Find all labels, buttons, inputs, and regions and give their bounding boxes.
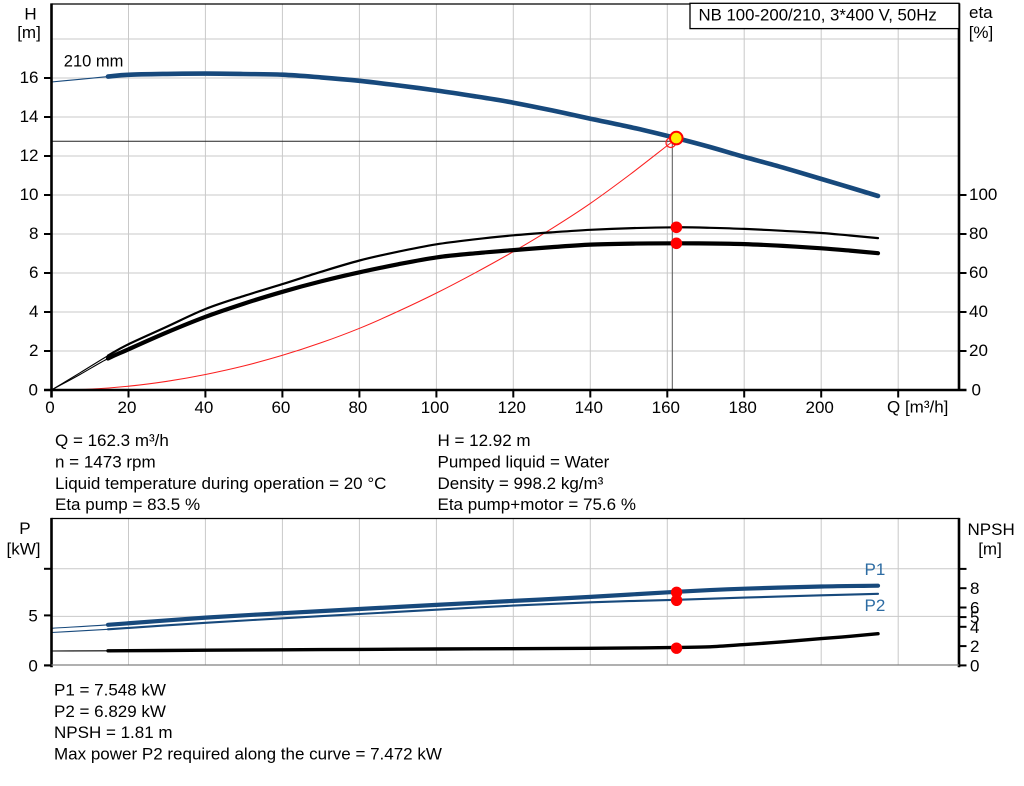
- svg-text:200: 200: [806, 398, 834, 417]
- svg-text:eta: eta: [969, 3, 993, 22]
- svg-text:60: 60: [969, 263, 988, 282]
- svg-text:10: 10: [20, 185, 39, 204]
- svg-text:n = 1473 rpm: n = 1473 rpm: [55, 452, 156, 471]
- svg-text:80: 80: [348, 398, 367, 417]
- svg-text:0: 0: [28, 656, 37, 675]
- svg-text:160: 160: [652, 398, 680, 417]
- svg-text:Q [m³/h]: Q [m³/h]: [887, 398, 948, 417]
- svg-text:P1: P1: [865, 560, 886, 579]
- svg-text:Density = 998.2 kg/m³: Density = 998.2 kg/m³: [438, 474, 604, 493]
- svg-text:P1 = 7.548 kW: P1 = 7.548 kW: [54, 680, 166, 699]
- svg-text:[m]: [m]: [17, 23, 41, 42]
- svg-text:4: 4: [970, 618, 979, 637]
- svg-text:P2: P2: [865, 596, 886, 615]
- svg-text:120: 120: [498, 398, 526, 417]
- svg-text:Liquid temperature during oper: Liquid temperature during operation = 20…: [55, 474, 386, 493]
- svg-text:5: 5: [970, 608, 979, 627]
- svg-text:16: 16: [20, 68, 39, 87]
- svg-text:2: 2: [29, 341, 38, 360]
- svg-text:20: 20: [118, 398, 137, 417]
- svg-text:0: 0: [972, 380, 981, 399]
- svg-text:8: 8: [970, 579, 979, 598]
- svg-text:6: 6: [29, 263, 38, 282]
- svg-text:40: 40: [969, 302, 988, 321]
- svg-text:Eta pump = 83.5 %: Eta pump = 83.5 %: [55, 495, 200, 514]
- svg-text:Max power P2 required along th: Max power P2 required along the curve = …: [54, 745, 442, 764]
- svg-text:NPSH = 1.81 m: NPSH = 1.81 m: [54, 723, 173, 742]
- svg-text:40: 40: [194, 398, 213, 417]
- svg-text:20: 20: [969, 341, 988, 360]
- svg-text:100: 100: [969, 185, 997, 204]
- svg-text:Q = 162.3 m³/h: Q = 162.3 m³/h: [55, 431, 169, 450]
- svg-text:140: 140: [575, 398, 603, 417]
- svg-text:NB 100-200/210, 3*400 V, 50Hz: NB 100-200/210, 3*400 V, 50Hz: [699, 5, 937, 24]
- svg-text:12: 12: [20, 146, 39, 165]
- svg-text:100: 100: [421, 398, 449, 417]
- svg-text:8: 8: [29, 224, 38, 243]
- svg-text:0: 0: [45, 398, 54, 417]
- svg-text:H = 12.92 m: H = 12.92 m: [438, 431, 531, 450]
- svg-text:Pumped liquid = Water: Pumped liquid = Water: [438, 452, 610, 471]
- svg-text:210 mm: 210 mm: [64, 53, 124, 71]
- svg-text:[kW]: [kW]: [7, 539, 41, 558]
- svg-text:5: 5: [28, 606, 37, 625]
- svg-text:0: 0: [970, 656, 979, 675]
- svg-text:60: 60: [271, 398, 290, 417]
- svg-text:P2 = 6.829 kW: P2 = 6.829 kW: [54, 702, 166, 721]
- svg-text:NPSH: NPSH: [968, 520, 1015, 539]
- svg-text:180: 180: [729, 398, 757, 417]
- svg-text:[m]: [m]: [978, 539, 1002, 558]
- svg-text:H: H: [24, 4, 36, 23]
- svg-text:P: P: [19, 519, 30, 538]
- svg-text:4: 4: [29, 302, 38, 321]
- svg-text:Eta pump+motor = 75.6 %: Eta pump+motor = 75.6 %: [438, 495, 636, 514]
- svg-text:80: 80: [969, 224, 988, 243]
- svg-text:14: 14: [20, 107, 39, 126]
- svg-text:0: 0: [29, 380, 38, 399]
- svg-text:2: 2: [970, 637, 979, 656]
- svg-text:[%]: [%]: [969, 23, 994, 42]
- svg-text:6: 6: [970, 599, 979, 618]
